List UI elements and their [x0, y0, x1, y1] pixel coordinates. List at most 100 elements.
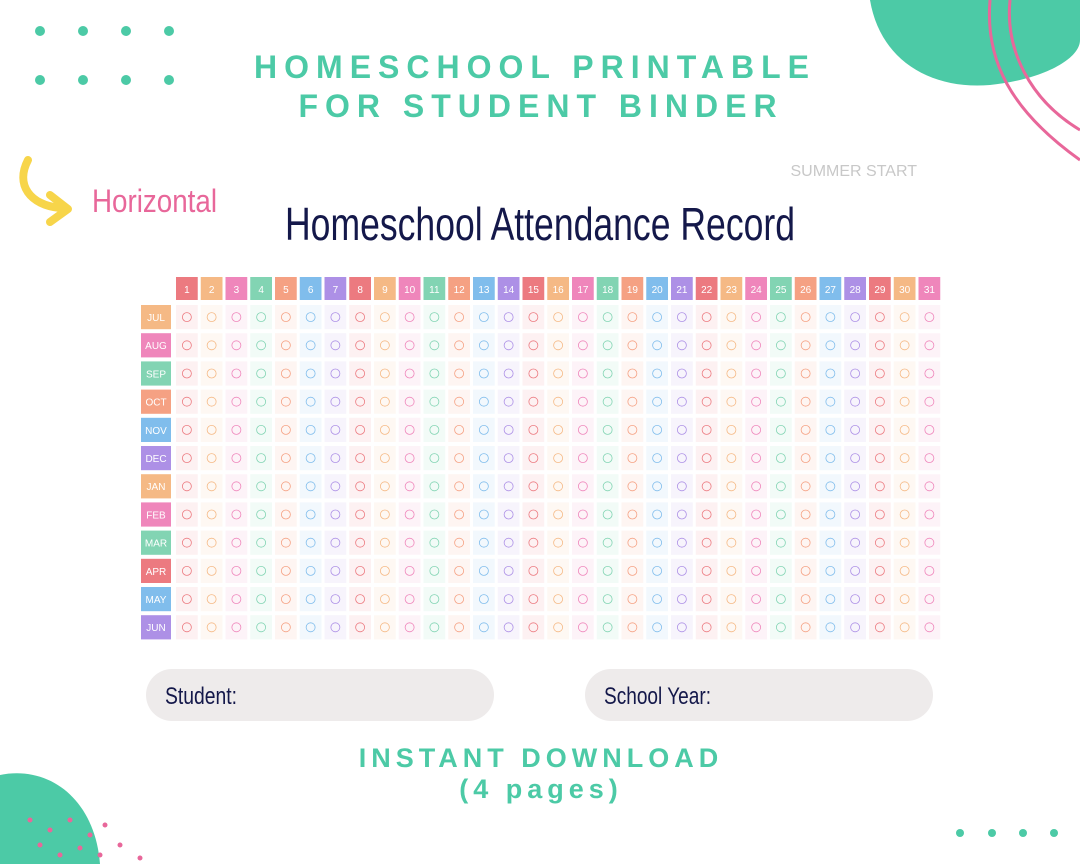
footer-line: INSTANT DOWNLOAD	[359, 743, 723, 773]
check-circle	[280, 340, 291, 351]
check-circle	[825, 368, 836, 379]
day-cell	[596, 474, 619, 499]
check-circle	[676, 594, 687, 604]
day-cell	[299, 587, 322, 612]
check-circle	[627, 622, 638, 633]
day-cell	[324, 389, 347, 414]
field-label: School Year:	[604, 683, 711, 710]
day-cell	[819, 502, 842, 527]
day-cell	[844, 558, 866, 583]
check-circle	[874, 340, 885, 351]
day-cell	[398, 558, 421, 583]
check-circle	[602, 340, 613, 351]
day-cell	[522, 446, 545, 471]
check-circle	[701, 566, 712, 576]
day-cell	[225, 361, 248, 386]
day-label: 29	[874, 285, 886, 296]
day-label: 18	[602, 285, 614, 296]
check-circle	[602, 622, 613, 633]
check-circle	[330, 424, 341, 435]
check-circle	[256, 594, 267, 604]
check-circle	[429, 594, 440, 604]
check-circle	[577, 481, 588, 492]
check-circle	[652, 594, 663, 604]
day-cell	[225, 305, 248, 330]
check-circle	[652, 481, 663, 492]
check-circle	[899, 396, 910, 407]
check-circle	[231, 566, 242, 576]
day-cell	[770, 474, 792, 499]
check-circle	[454, 509, 465, 520]
day-cell	[423, 587, 446, 612]
check-circle	[726, 340, 737, 351]
check-circle	[751, 481, 762, 492]
day-cell	[621, 305, 644, 330]
day-label: 1	[184, 285, 190, 296]
day-cell	[547, 587, 569, 612]
day-cell	[473, 587, 495, 612]
day-header	[324, 277, 347, 300]
check-circle	[874, 424, 885, 435]
day-cell	[275, 530, 297, 555]
day-cell	[398, 530, 421, 555]
check-circle	[379, 566, 390, 576]
check-circle	[825, 622, 836, 633]
day-cell	[522, 502, 545, 527]
check-circle	[231, 622, 242, 633]
day-cell	[275, 446, 297, 471]
check-circle	[775, 340, 786, 351]
day-cell	[275, 558, 297, 583]
check-circle	[602, 481, 613, 492]
check-circle	[181, 537, 192, 548]
day-cell	[374, 333, 396, 358]
day-cell	[349, 530, 371, 555]
day-cell	[349, 615, 371, 640]
check-circle	[454, 566, 465, 576]
day-cell	[572, 361, 594, 386]
check-circle	[305, 537, 316, 548]
day-cell	[671, 361, 693, 386]
day-cell	[893, 446, 916, 471]
header-line: FOR STUDENT BINDER	[298, 88, 783, 124]
day-cell	[448, 615, 470, 640]
check-circle	[528, 481, 539, 492]
day-cell	[275, 389, 297, 414]
check-circle	[503, 453, 514, 464]
check-circle	[478, 481, 489, 492]
day-cell	[250, 615, 272, 640]
day-header	[200, 277, 223, 300]
day-header	[869, 277, 891, 300]
check-circle	[627, 340, 638, 351]
day-cell	[497, 389, 520, 414]
check-circle	[577, 312, 588, 323]
day-cell	[176, 333, 198, 358]
check-circle	[553, 312, 564, 323]
day-cell	[398, 587, 421, 612]
day-cell	[770, 305, 792, 330]
day-cell	[324, 474, 347, 499]
check-circle	[800, 509, 811, 520]
check-circle	[627, 396, 638, 407]
day-cell	[819, 558, 842, 583]
day-cell	[225, 558, 248, 583]
check-circle	[850, 481, 861, 492]
check-circle	[924, 594, 935, 604]
check-circle	[305, 622, 316, 633]
check-circle	[553, 622, 564, 633]
check-circle	[280, 481, 291, 492]
check-circle	[231, 312, 242, 323]
check-circle	[627, 453, 638, 464]
check-circle	[577, 537, 588, 548]
day-cell	[844, 530, 866, 555]
check-circle	[899, 622, 910, 633]
day-cell	[497, 333, 520, 358]
day-cell	[349, 305, 371, 330]
day-cell	[745, 417, 767, 442]
day-cell	[275, 587, 297, 612]
check-circle	[751, 622, 762, 633]
day-label: 15	[528, 285, 540, 296]
day-cell	[250, 446, 272, 471]
check-circle	[181, 368, 192, 379]
day-cell	[423, 530, 446, 555]
check-circle	[280, 424, 291, 435]
